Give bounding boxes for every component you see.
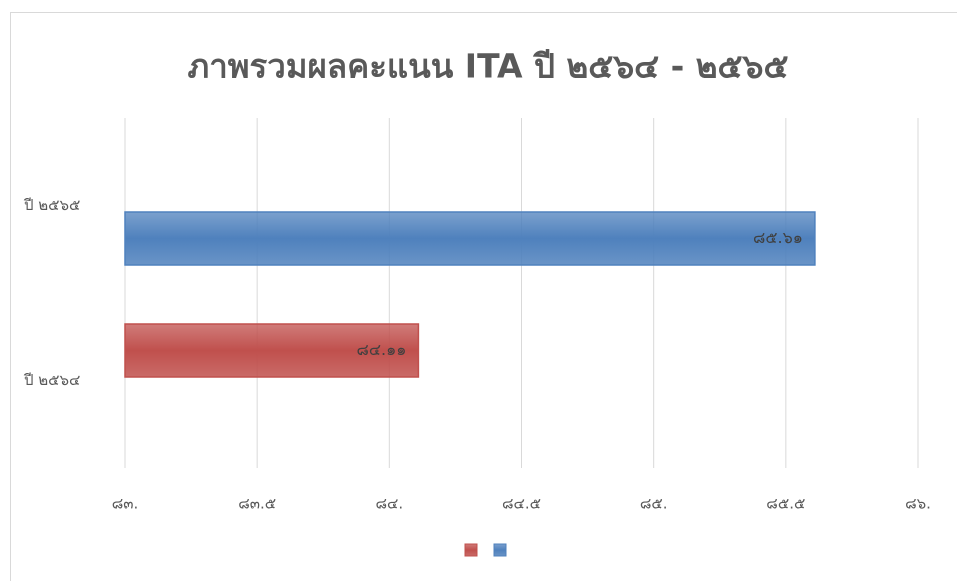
bar xyxy=(124,323,420,378)
y-tick-label: ปี ๒๕๖๕ xyxy=(23,196,80,214)
bar xyxy=(124,211,816,266)
x-tick-label: ๘๕.๕ xyxy=(766,495,805,513)
x-tick-label: ๘๖. xyxy=(905,495,931,513)
legend-swatch xyxy=(464,543,478,557)
y-tick-label: ปี ๒๕๖๔ xyxy=(23,371,80,389)
x-tick-label: ๘๔. xyxy=(375,495,403,513)
x-tick-label: ๘๔.๕ xyxy=(502,495,541,513)
x-tick-label: ๘๓. xyxy=(112,495,139,513)
data-label: ๘๕.๖๑ xyxy=(753,228,803,247)
chart-border xyxy=(10,12,957,581)
data-label: ๘๔.๑๑ xyxy=(357,340,407,359)
x-tick-label: ๘๓.๕ xyxy=(238,495,276,513)
x-tick-label: ๘๕. xyxy=(640,495,668,513)
chart-title: ภาพรวมผลคะแนน ITA ปี ๒๕๖๔ - ๒๕๖๕ xyxy=(188,47,789,86)
legend-swatch xyxy=(493,543,507,557)
